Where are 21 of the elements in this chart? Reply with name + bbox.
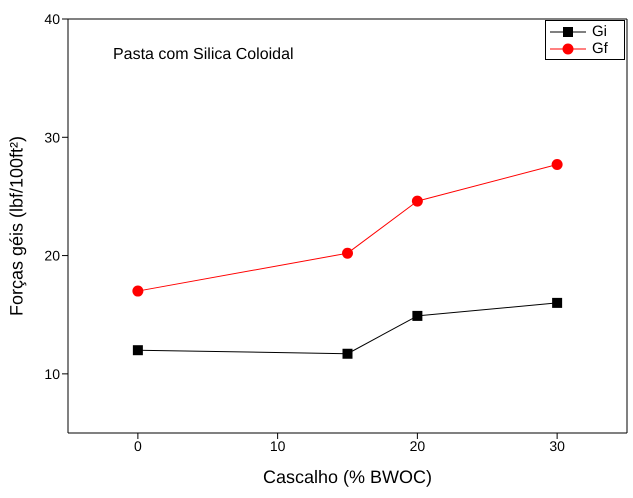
x-tick-label: 20 <box>410 438 426 454</box>
point <box>132 286 144 297</box>
point <box>412 310 422 321</box>
y-tick-label: 30 <box>44 129 60 146</box>
y-tick-label: 20 <box>44 248 60 264</box>
point <box>342 248 353 259</box>
x-tick-label: 0 <box>134 438 142 454</box>
point <box>342 348 352 359</box>
point <box>412 196 423 207</box>
legend-label: Gf <box>592 40 608 57</box>
point <box>552 298 562 308</box>
y-axis-title: Forças géis (lbf/100ft²) <box>6 136 26 316</box>
x-axis-title: Cascalho (% BWOC) <box>262 467 432 487</box>
annotation: Pasta com Silica Coloidal <box>113 46 294 64</box>
point <box>552 158 563 170</box>
y-tick-label: 10 <box>44 366 60 382</box>
point <box>132 345 143 356</box>
x-tick-label: 30 <box>549 438 566 454</box>
y-tick-label: 40 <box>44 10 60 27</box>
legend-label: Gi <box>592 23 607 40</box>
x-tick-label: 10 <box>270 438 286 454</box>
